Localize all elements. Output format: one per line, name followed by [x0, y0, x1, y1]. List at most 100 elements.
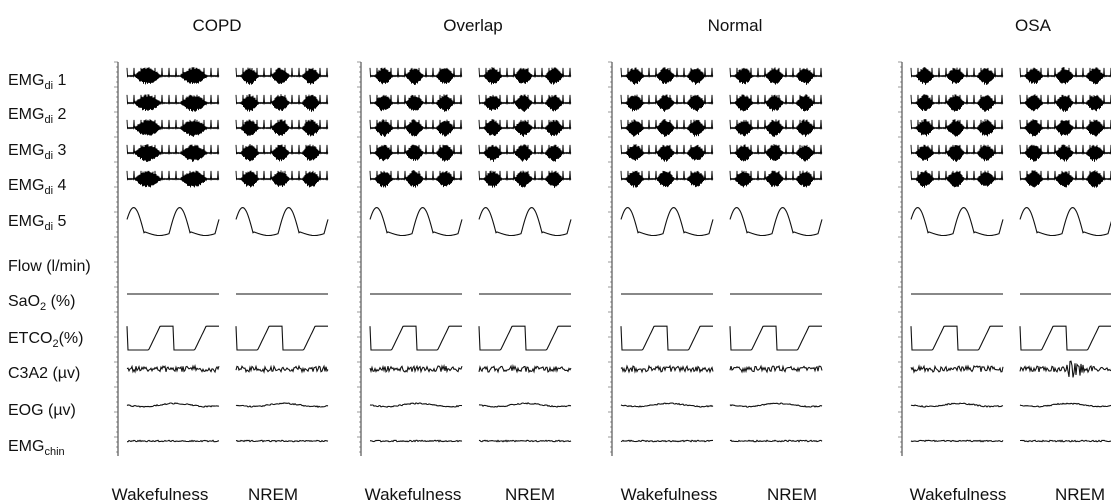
trace-emg3-overlap-wakefulness [369, 119, 463, 137]
channel-label-emg1: EMGdi 1 [8, 72, 66, 92]
trace-flow-copd-nrem [235, 207, 329, 237]
trace-emg5-copd-nrem [235, 170, 329, 188]
condition-labels: Wakefulness NREM Wakefulness NREM Wakefulnes… [112, 485, 1105, 504]
trace-flow-osa-wakefulness [910, 207, 1004, 237]
trace-c3a2-osa-wakefulness [910, 364, 1004, 374]
trace-flow-overlap-nrem [478, 207, 572, 237]
trace-emg4-normal-nrem [729, 143, 823, 162]
trace-emg1-osa-wakefulness [910, 67, 1004, 85]
channel-label-flow: Flow (l/min) [8, 258, 91, 275]
trace-flow-normal-wakefulness [620, 207, 714, 237]
panel-normal [608, 61, 823, 456]
condition-label-normal-nrem: NREM [767, 485, 817, 504]
trace-emg5-overlap-wakefulness [369, 170, 463, 188]
trace-eog-normal-wakefulness [620, 402, 714, 408]
trace-eog-osa-nrem [1019, 402, 1111, 408]
trace-emg1-overlap-nrem [478, 67, 572, 85]
panels [114, 61, 1111, 456]
trace-eog-normal-nrem [729, 402, 823, 408]
trace-c3a2-overlap-wakefulness [369, 363, 463, 374]
channel-label-emg2: EMGdi 2 [8, 106, 66, 126]
trace-flow-copd-wakefulness [126, 207, 220, 237]
condition-label-osa-wakefulness: Wakefulness [910, 485, 1007, 504]
trace-emg5-normal-nrem [729, 170, 823, 188]
trace-emg3-osa-wakefulness [910, 118, 1004, 137]
trace-c3a2-overlap-nrem [478, 363, 572, 374]
channel-label-emg4: EMGdi 4 [8, 177, 66, 197]
group-title-normal: Normal [708, 16, 763, 35]
trace-etco2-copd-wakefulness [126, 325, 219, 351]
trace-emgchin-normal-wakefulness [620, 439, 713, 443]
trace-emg2-overlap-nrem [478, 94, 572, 112]
trace-emg4-normal-wakefulness [620, 144, 714, 162]
trace-eog-overlap-wakefulness [369, 402, 463, 408]
trace-etco2-copd-nrem [235, 325, 328, 351]
trace-emg2-osa-wakefulness [910, 94, 1004, 112]
trace-emg4-overlap-wakefulness [369, 144, 463, 162]
trace-emg2-normal-wakefulness [620, 94, 714, 112]
panel-overlap [357, 61, 572, 456]
trace-emg3-osa-nrem [1019, 119, 1111, 137]
channel-label-emg3: EMGdi 3 [8, 142, 66, 162]
condition-label-normal-wakefulness: Wakefulness [621, 485, 718, 504]
trace-emg5-osa-nrem [1019, 170, 1111, 188]
condition-label-copd-nrem: NREM [248, 485, 298, 504]
trace-flow-normal-nrem [729, 207, 823, 237]
trace-etco2-osa-nrem [1019, 325, 1111, 351]
trace-emg4-osa-wakefulness [910, 144, 1004, 162]
trace-emg1-overlap-wakefulness [369, 67, 463, 86]
channel-label-c3a2: C3A2 (µv) [8, 365, 80, 382]
channel-label-emgchin: EMGchin [8, 438, 65, 458]
trace-emgchin-osa-wakefulness [910, 439, 1004, 443]
condition-label-overlap-wakefulness: Wakefulness [365, 485, 462, 504]
trace-emgchin-copd-wakefulness [127, 439, 220, 443]
group-title-overlap: Overlap [443, 16, 503, 35]
trace-emg4-copd-wakefulness [126, 144, 220, 162]
trace-emg2-copd-nrem [235, 94, 329, 112]
trace-emg2-normal-nrem [729, 94, 823, 112]
trace-eog-osa-wakefulness [910, 402, 1004, 408]
trace-emg3-copd-nrem [235, 119, 329, 137]
condition-label-osa-nrem: NREM [1055, 485, 1105, 504]
trace-emg3-normal-wakefulness [620, 119, 714, 137]
trace-emg4-copd-nrem [235, 143, 329, 162]
trace-emgchin-overlap-nrem [478, 439, 572, 443]
trace-emg1-copd-nrem [235, 67, 329, 85]
trace-c3a2-copd-nrem [235, 364, 329, 374]
trace-emg3-overlap-nrem [478, 119, 572, 137]
trace-emg1-copd-wakefulness [126, 67, 220, 85]
channel-label-eog: EOG (µv) [8, 402, 76, 419]
trace-etco2-osa-wakefulness [910, 325, 1003, 351]
trace-c3a2-osa-nrem [1019, 360, 1111, 378]
trace-eog-overlap-nrem [478, 402, 572, 408]
trace-emgchin-osa-nrem [1020, 439, 1111, 443]
trace-emg4-overlap-nrem [478, 144, 572, 162]
trace-emg2-copd-wakefulness [126, 94, 220, 112]
group-title-osa: OSA [1015, 16, 1052, 35]
trace-etco2-normal-wakefulness [620, 325, 713, 351]
trace-emgchin-normal-nrem [729, 439, 823, 443]
trace-emg3-copd-wakefulness [126, 119, 220, 137]
trace-flow-osa-nrem [1019, 207, 1111, 237]
condition-label-copd-wakefulness: Wakefulness [112, 485, 209, 504]
trace-c3a2-normal-wakefulness [620, 364, 714, 374]
group-title-copd: COPD [192, 16, 241, 35]
trace-flow-overlap-wakefulness [369, 207, 463, 237]
group-titles: COPD Overlap Normal OSA [192, 16, 1051, 35]
trace-emg1-osa-nrem [1019, 67, 1111, 85]
trace-emgchin-copd-nrem [235, 439, 329, 443]
channel-label-sao2: SaO2 (%) [8, 293, 75, 313]
trace-emg5-overlap-nrem [478, 170, 572, 188]
trace-etco2-overlap-nrem [478, 325, 571, 351]
trace-emg5-normal-wakefulness [620, 170, 714, 188]
trace-c3a2-normal-nrem [729, 364, 823, 374]
trace-emg4-osa-nrem [1019, 144, 1111, 162]
trace-emg1-normal-wakefulness [620, 67, 714, 85]
channel-label-emg5: EMGdi 5 [8, 213, 66, 233]
trace-emgchin-overlap-wakefulness [369, 439, 463, 443]
trace-c3a2-copd-wakefulness [126, 363, 220, 374]
trace-emg3-normal-nrem [729, 119, 823, 137]
trace-eog-copd-wakefulness [126, 402, 220, 408]
condition-label-overlap-nrem: NREM [505, 485, 555, 504]
